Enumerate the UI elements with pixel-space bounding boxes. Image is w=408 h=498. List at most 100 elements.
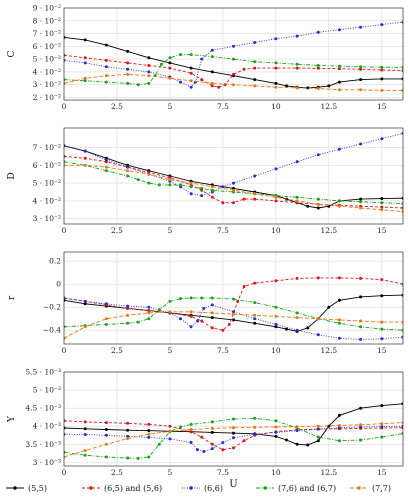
data-point <box>83 56 87 60</box>
data-point <box>83 38 87 42</box>
data-point <box>64 163 66 167</box>
data-point <box>316 202 320 206</box>
data-point <box>306 86 310 90</box>
data-point <box>147 172 151 176</box>
data-point <box>232 57 235 61</box>
y-axis-label: D <box>7 172 17 179</box>
y-axis-label: r <box>7 295 17 300</box>
data-point <box>179 297 182 301</box>
data-point <box>64 450 66 454</box>
data-point <box>64 53 66 57</box>
data-point <box>104 158 108 162</box>
legend-item: (7,7) <box>350 484 391 493</box>
x-tick-label: 10 <box>271 102 281 111</box>
data-point <box>210 195 214 199</box>
data-point <box>157 183 161 187</box>
data-point <box>83 302 87 306</box>
data-point <box>126 437 130 440</box>
data-point <box>126 421 130 425</box>
data-point <box>316 66 320 70</box>
legend-label: (7,6) and (6,7) <box>278 484 336 493</box>
data-point <box>147 317 151 321</box>
data-point <box>147 455 151 459</box>
data-point <box>136 456 140 460</box>
axes-frame <box>63 7 404 101</box>
data-point <box>104 322 108 326</box>
data-point <box>359 25 363 29</box>
series-group <box>64 131 403 214</box>
data-point <box>210 420 214 424</box>
y-tick-label: −0.2 <box>43 303 61 312</box>
data-point <box>64 426 66 430</box>
data-point <box>359 197 363 201</box>
data-point <box>126 72 130 76</box>
data-point <box>337 64 341 68</box>
x-tick-label: 2.5 <box>111 226 123 235</box>
data-point <box>64 144 66 148</box>
data-point <box>232 72 235 76</box>
data-point <box>232 446 235 450</box>
data-point <box>210 185 214 189</box>
data-point <box>189 422 193 426</box>
data-point <box>147 311 151 315</box>
data-point <box>168 429 172 433</box>
series-line <box>64 36 403 89</box>
data-point <box>200 296 204 300</box>
data-point <box>147 435 151 439</box>
data-point <box>210 188 214 192</box>
data-point <box>316 317 320 321</box>
data-point <box>168 66 172 70</box>
x-tick-label: 12.5 <box>320 102 337 111</box>
data-point <box>210 430 214 434</box>
data-point <box>306 326 310 330</box>
data-point <box>316 30 320 34</box>
data-point <box>316 197 320 201</box>
data-point <box>327 305 331 309</box>
data-point <box>217 85 221 89</box>
x-tick-label: 5 <box>168 102 173 111</box>
data-point <box>359 276 363 280</box>
data-point <box>401 421 403 425</box>
panel-d: 0 2.5 5 7.5 10 12.5 15 3 · 10⁻² 4 · 10⁻² 5 · 10⁻²… <box>7 127 404 235</box>
series-line <box>64 54 403 86</box>
y-tick-label: 8 · 10⁻² <box>33 16 61 25</box>
data-point <box>401 424 403 428</box>
data-point <box>401 282 403 286</box>
data-point <box>380 320 384 324</box>
data-point <box>232 417 235 421</box>
data-point <box>359 406 363 410</box>
data-point <box>104 428 108 431</box>
y-tick-label: 4.5 · 10⁻³ <box>25 404 61 413</box>
axes-frame <box>63 371 404 467</box>
data-point <box>64 154 66 158</box>
legend-marker <box>89 486 93 490</box>
data-point <box>157 442 161 446</box>
data-point <box>359 88 363 92</box>
x-tick-label: 12.5 <box>320 346 337 355</box>
data-point <box>104 43 108 47</box>
data-point <box>221 185 225 189</box>
y-tick-label: 3 · 10⁻³ <box>33 458 61 467</box>
data-point <box>253 432 257 436</box>
data-point <box>316 333 320 337</box>
data-point <box>306 443 310 447</box>
data-point <box>253 425 257 429</box>
data-point <box>337 426 341 430</box>
data-point <box>64 160 66 164</box>
data-point <box>232 436 235 440</box>
x-tick-label: 15 <box>377 226 387 235</box>
data-point <box>179 425 182 429</box>
x-tick-label: 10 <box>271 346 281 355</box>
data-point <box>274 81 278 85</box>
data-point <box>83 433 87 436</box>
data-point <box>200 194 204 198</box>
data-point <box>104 302 108 306</box>
data-point <box>274 37 278 41</box>
data-point <box>210 48 214 52</box>
panel-c: 0 2.5 5 7.5 10 12.5 15 2 · 10⁻² 3 · 10⁻² 4 · 10⁻²… <box>7 4 404 111</box>
data-point <box>380 201 384 205</box>
data-point <box>196 319 199 323</box>
x-tick-label: 0 <box>62 346 67 355</box>
data-point <box>126 304 130 308</box>
data-point <box>147 422 151 426</box>
